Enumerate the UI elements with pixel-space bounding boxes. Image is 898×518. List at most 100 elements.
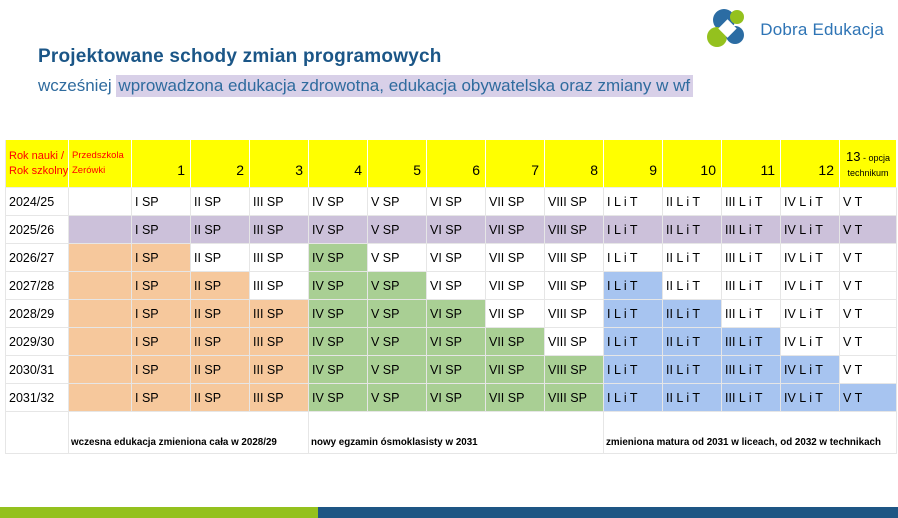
table-cell: IV SP <box>309 216 368 244</box>
table-cell: VII SP <box>486 300 545 328</box>
table-cell: III SP <box>250 356 309 384</box>
table-cell: VI SP <box>427 216 486 244</box>
table-cell: V T <box>840 244 897 272</box>
table-cell: VI SP <box>427 300 486 328</box>
header-cell-grade-1: 1 <box>132 140 191 188</box>
table-cell: I L i T <box>604 216 663 244</box>
table-cell: III L i T <box>722 328 781 356</box>
table-cell: I L i T <box>604 328 663 356</box>
table-cell: VII SP <box>486 216 545 244</box>
table-cell: V T <box>840 384 897 412</box>
table-cell: II L i T <box>663 216 722 244</box>
table-cell: I SP <box>132 300 191 328</box>
table-cell: IV SP <box>309 272 368 300</box>
subtitle-prefix: wcześniej <box>38 76 117 95</box>
table-cell: III SP <box>250 244 309 272</box>
table-cell: VIII SP <box>545 328 604 356</box>
table-cell: III SP <box>250 384 309 412</box>
table-cell: I SP <box>132 384 191 412</box>
table-cell <box>69 272 132 300</box>
table-cell: II L i T <box>663 300 722 328</box>
table-cell: V SP <box>368 384 427 412</box>
table-cell <box>69 328 132 356</box>
year-cell: 2027/28 <box>6 272 69 300</box>
table-cell: VIII SP <box>545 384 604 412</box>
year-cell: 2024/25 <box>6 188 69 216</box>
year-cell: 2029/30 <box>6 328 69 356</box>
table-cell: IV SP <box>309 356 368 384</box>
table-cell: III L i T <box>722 300 781 328</box>
header-cell-grade-8: 8 <box>545 140 604 188</box>
table-cell: IV L i T <box>781 188 840 216</box>
table-cell: I SP <box>132 272 191 300</box>
table-cell: IV L i T <box>781 216 840 244</box>
table-cell: V T <box>840 356 897 384</box>
table-cell: VI SP <box>427 188 486 216</box>
table-cell: III SP <box>250 188 309 216</box>
table-cell: II SP <box>191 356 250 384</box>
table-cell: II SP <box>191 216 250 244</box>
header-cell-grade-4: 4 <box>309 140 368 188</box>
table-cell: VI SP <box>427 244 486 272</box>
table-cell: III L i T <box>722 356 781 384</box>
table-cell: IV SP <box>309 384 368 412</box>
table-cell: I L i T <box>604 356 663 384</box>
table-cell: III L i T <box>722 272 781 300</box>
table-cell: III SP <box>250 300 309 328</box>
table-cell: II SP <box>191 272 250 300</box>
subtitle-highlight: wprowadzona edukacja zdrowotna, edukacja… <box>116 75 694 97</box>
table-cell: IV SP <box>309 244 368 272</box>
table-cell: I SP <box>132 216 191 244</box>
table-cell: II L i T <box>663 272 722 300</box>
table-cell: IV L i T <box>781 356 840 384</box>
table-cell: VIII SP <box>545 216 604 244</box>
table-cell: IV SP <box>309 328 368 356</box>
table-cell: IV L i T <box>781 272 840 300</box>
dobra-edukacja-logo-icon <box>707 9 745 47</box>
table-cell: VII SP <box>486 384 545 412</box>
page-title: Projektowane schody zmian programowych <box>38 46 442 67</box>
table-cell: V T <box>840 188 897 216</box>
table-cell: V SP <box>368 356 427 384</box>
table-cell: I L i T <box>604 188 663 216</box>
page-subtitle: wcześniej wprowadzona edukacja zdrowotna… <box>38 75 694 97</box>
footer-bar-green <box>0 507 318 518</box>
table-cell: III L i T <box>722 384 781 412</box>
table-cell: II SP <box>191 384 250 412</box>
table-cell: IV L i T <box>781 328 840 356</box>
table-cell: III L i T <box>722 244 781 272</box>
table-cell: II SP <box>191 328 250 356</box>
table-cell: V SP <box>368 272 427 300</box>
year-cell: 2031/32 <box>6 384 69 412</box>
header-cell-grade-5: 5 <box>368 140 427 188</box>
table-cell: V SP <box>368 328 427 356</box>
annotation-2: nowy egzamin ósmoklasisty w 2031 <box>309 412 604 454</box>
table-cell: III L i T <box>722 188 781 216</box>
footer-bar <box>0 507 898 518</box>
table-cell: II L i T <box>663 244 722 272</box>
table-cell: VII SP <box>486 244 545 272</box>
table-cell: IV L i T <box>781 244 840 272</box>
table-cell <box>69 188 132 216</box>
table-cell: VII SP <box>486 272 545 300</box>
table-cell: II L i T <box>663 384 722 412</box>
logo-text: Dobra Edukacja <box>760 20 884 39</box>
table-cell: II SP <box>191 188 250 216</box>
table-cell: VIII SP <box>545 272 604 300</box>
table-cell: V T <box>840 216 897 244</box>
schedule-table: Rok nauki / Rok szkolny Przedszkola Zerówki… <box>5 140 897 454</box>
table-cell: IV SP <box>309 300 368 328</box>
table-cell: V SP <box>368 216 427 244</box>
table-cell: I SP <box>132 244 191 272</box>
table-cell <box>69 244 132 272</box>
header-cell-grade-12: 12 <box>781 140 840 188</box>
table-cell: V T <box>840 300 897 328</box>
table-cell: II L i T <box>663 328 722 356</box>
table-cell: VI SP <box>427 272 486 300</box>
year-cell: 2026/27 <box>6 244 69 272</box>
year-cell: 2030/31 <box>6 356 69 384</box>
table-cell: I L i T <box>604 272 663 300</box>
table-cell: II L i T <box>663 356 722 384</box>
table-cell: V SP <box>368 244 427 272</box>
table-cell: I L i T <box>604 244 663 272</box>
